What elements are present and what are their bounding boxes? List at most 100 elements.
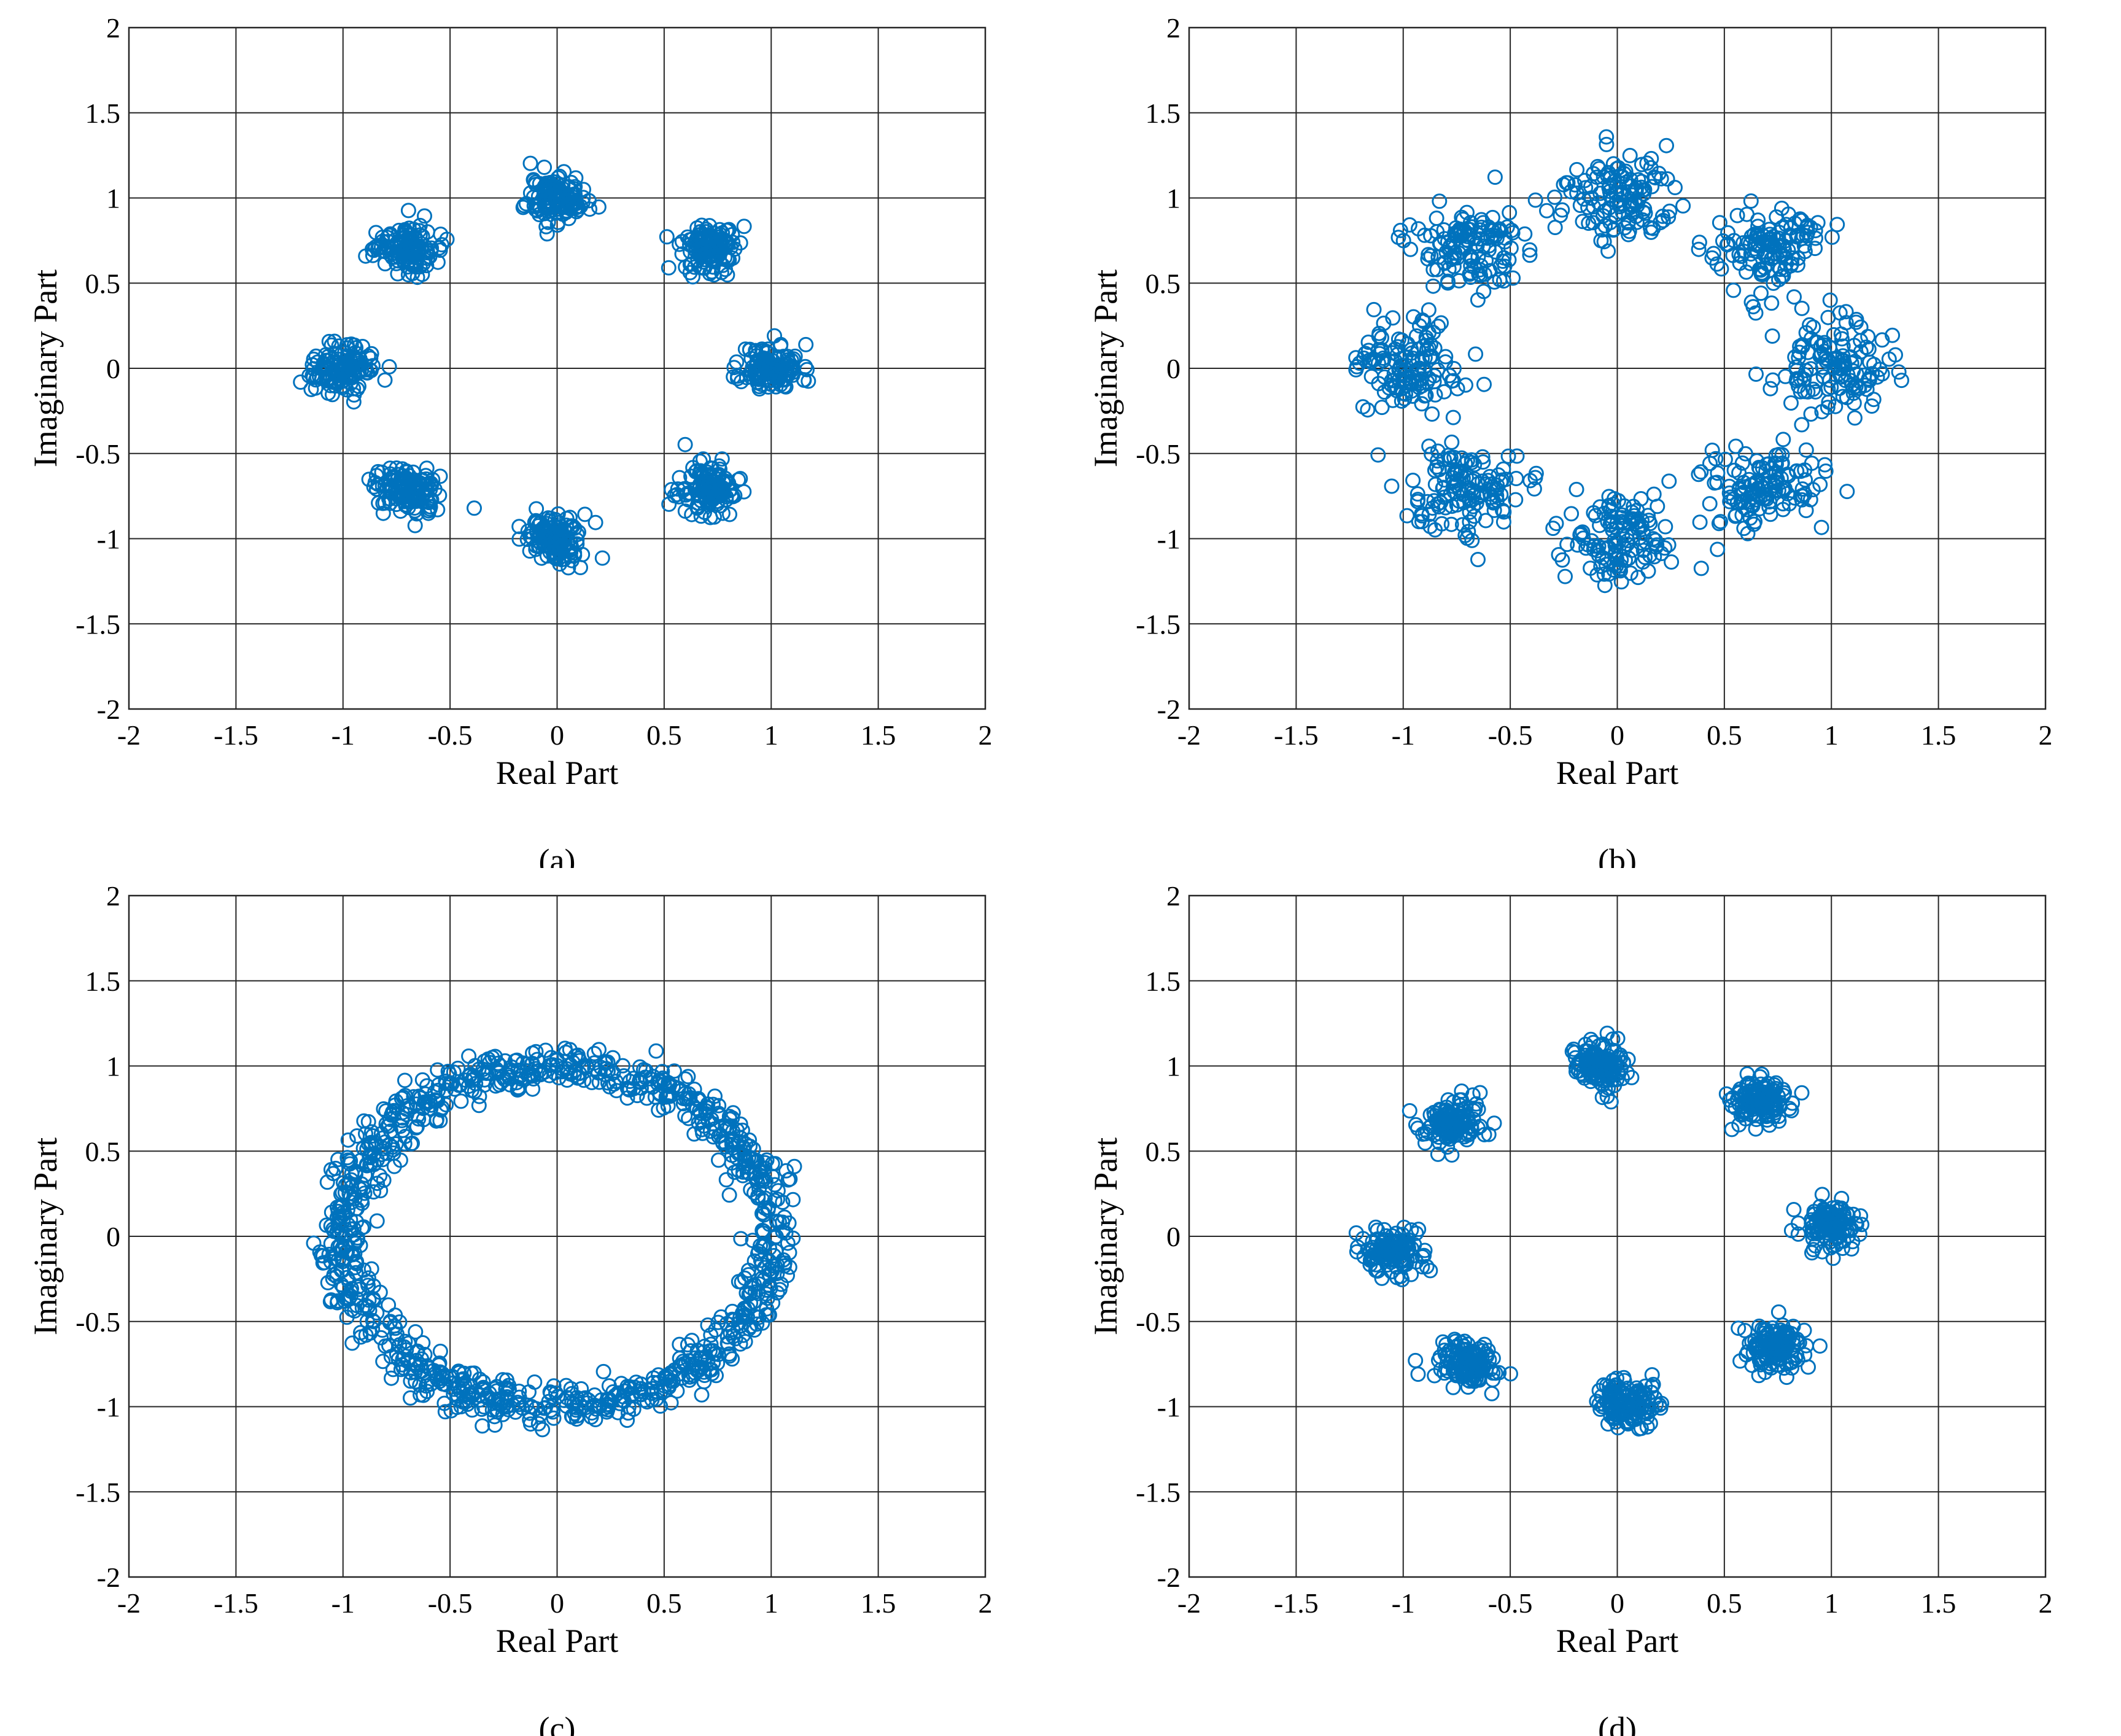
data-point [1644, 1367, 1660, 1383]
data-point [1417, 227, 1433, 243]
data-point [672, 470, 688, 486]
data-point [648, 1043, 664, 1059]
data-point [1429, 1112, 1444, 1128]
data-point [697, 227, 713, 243]
data-point [1823, 379, 1839, 395]
data-point [1410, 1366, 1426, 1382]
data-point [1750, 212, 1766, 228]
data-point [1588, 508, 1603, 524]
data-point [403, 1390, 418, 1406]
y-axis-label: Imaginary Part [1087, 1137, 1124, 1335]
data-point [377, 372, 393, 388]
data-point [568, 170, 584, 186]
data-point [393, 1362, 409, 1378]
data-point [1793, 463, 1809, 479]
data-point [1761, 237, 1777, 253]
data-point [783, 352, 799, 368]
data-point [602, 1079, 618, 1095]
data-point [1728, 438, 1744, 454]
data-point [322, 378, 338, 393]
data-point [1551, 547, 1567, 563]
data-point [678, 487, 694, 503]
data-point [432, 242, 448, 258]
data-point [349, 1128, 365, 1144]
data-point [621, 1399, 637, 1415]
data-point [1434, 516, 1450, 532]
data-point [456, 1394, 471, 1410]
data-point [500, 1067, 516, 1083]
data-point [1817, 343, 1832, 359]
data-point [501, 1381, 517, 1397]
data-point [1473, 212, 1489, 228]
data-point [1812, 476, 1828, 492]
data-point [1721, 485, 1737, 501]
data-point [1527, 192, 1543, 208]
data-point [398, 1342, 414, 1358]
data-point [535, 533, 551, 549]
data-point [1575, 214, 1591, 230]
data-point [1427, 387, 1443, 403]
data-point [527, 1374, 543, 1390]
data-point [1625, 1397, 1641, 1413]
y-tick-label: -1.5 [1136, 608, 1181, 640]
data-point [461, 1048, 477, 1064]
data-point [528, 1061, 544, 1077]
data-point [1446, 465, 1462, 480]
data-point [1410, 492, 1426, 508]
data-point [537, 1064, 553, 1080]
data-point [328, 1269, 344, 1285]
y-tick-label: -0.5 [76, 438, 120, 470]
x-tick-label: 0 [1610, 719, 1624, 751]
data-point [591, 1042, 607, 1058]
data-point [666, 1063, 682, 1079]
data-point [344, 1179, 360, 1195]
data-point [417, 1347, 433, 1362]
data-point [1709, 475, 1725, 490]
data-point [1522, 473, 1538, 489]
data-points [293, 155, 816, 576]
data-point [423, 1097, 439, 1113]
data-point [758, 343, 774, 359]
x-tick-label: 0 [550, 1587, 564, 1619]
data-point [1480, 1343, 1496, 1358]
data-point [1708, 451, 1724, 467]
data-point [1569, 161, 1585, 177]
data-point [729, 354, 745, 370]
data-point [686, 1357, 702, 1373]
data-point [702, 468, 718, 484]
panel-a: -2 -1.5 -1 -0.5 0 0.5 1 1.5 2 -2 -1.5 -1 -0.5 0 0.5 1 1… [0, 0, 1060, 868]
data-point [1572, 198, 1588, 213]
data-point [349, 1256, 365, 1272]
data-point [1481, 1126, 1497, 1142]
data-point [1419, 494, 1435, 510]
data-point [587, 1387, 603, 1403]
data-point [1818, 463, 1834, 479]
data-point [429, 1112, 444, 1128]
data-point [390, 1351, 406, 1367]
data-point [1473, 1339, 1489, 1355]
data-point [1612, 1047, 1628, 1063]
data-point [1748, 305, 1764, 321]
data-point [778, 379, 794, 395]
data-point [394, 1105, 410, 1120]
data-point [665, 1079, 681, 1095]
data-point [757, 1155, 773, 1171]
x-tick-label: 0.5 [1707, 1587, 1742, 1619]
data-point [785, 1192, 801, 1207]
data-point [616, 1383, 632, 1399]
data-point [419, 487, 435, 503]
data-point [1390, 1247, 1406, 1263]
data-point [1608, 558, 1624, 574]
data-point [797, 358, 813, 374]
data-point [1810, 215, 1826, 231]
y-tick-label: -2 [97, 1562, 120, 1593]
data-point [1517, 226, 1533, 242]
y-tick-label: 1.5 [1146, 98, 1181, 129]
data-point [1457, 527, 1473, 543]
scatter-chart-c: -2 -1.5 -1 -0.5 0 0.5 1 1.5 2 -2 -1.5 -1 -0.5 0 0.5 1 1… [27, 880, 993, 1736]
data-point [541, 513, 557, 529]
data-point [1411, 373, 1427, 389]
data-point [709, 496, 725, 512]
data-point [1568, 481, 1584, 497]
data-point [1724, 1122, 1740, 1137]
